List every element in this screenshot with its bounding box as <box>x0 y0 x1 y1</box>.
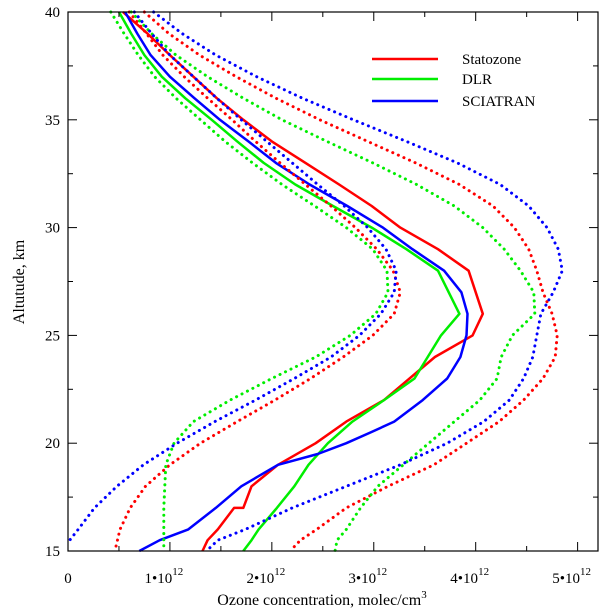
series-line-statozone <box>122 11 485 552</box>
x-tick-label: 4•1012 <box>450 566 489 587</box>
series-layer <box>66 10 564 553</box>
legend: Statozone DLR SCIATRAN <box>372 52 536 110</box>
x-tick-label: 0 <box>64 571 72 587</box>
plot-frame <box>67 11 599 552</box>
legend-label-dlr: DLR <box>462 72 492 88</box>
series-line-sciatran <box>124 11 469 553</box>
y-tick-label: 40 <box>45 5 60 21</box>
x-tick-label: 1•1012 <box>145 566 184 587</box>
series-line-statozone-upper <box>142 10 559 553</box>
y-tick-label: 20 <box>45 436 60 452</box>
x-axis-title: Ozone concentration, molec/cm3 <box>217 589 427 609</box>
legend-label-statozone: Statozone <box>462 52 521 68</box>
y-tick-label: 15 <box>45 544 60 560</box>
x-tick-label: 2•1012 <box>246 566 285 587</box>
series-line-dlr <box>117 11 461 552</box>
y-tick-label: 25 <box>45 328 60 344</box>
series-line-dlr-lower <box>109 10 390 553</box>
x-tick-label: 3•1012 <box>348 566 387 587</box>
y-tick-label: 30 <box>45 221 60 237</box>
series-line-sciatran-upper <box>152 10 564 553</box>
x-tick-label: 5•1012 <box>552 566 591 587</box>
y-axis-title: Altutude, km <box>11 239 28 324</box>
series-line-statozone-lower <box>113 10 402 553</box>
legend-label-sciatran: SCIATRAN <box>462 94 536 110</box>
y-tick-label: 35 <box>45 113 60 129</box>
ticks-layer: 0 1•1012 2•1012 3•1012 4•1012 5•1012 15 20 25 30 3… <box>45 5 598 587</box>
series-line-dlr-upper <box>129 10 537 553</box>
